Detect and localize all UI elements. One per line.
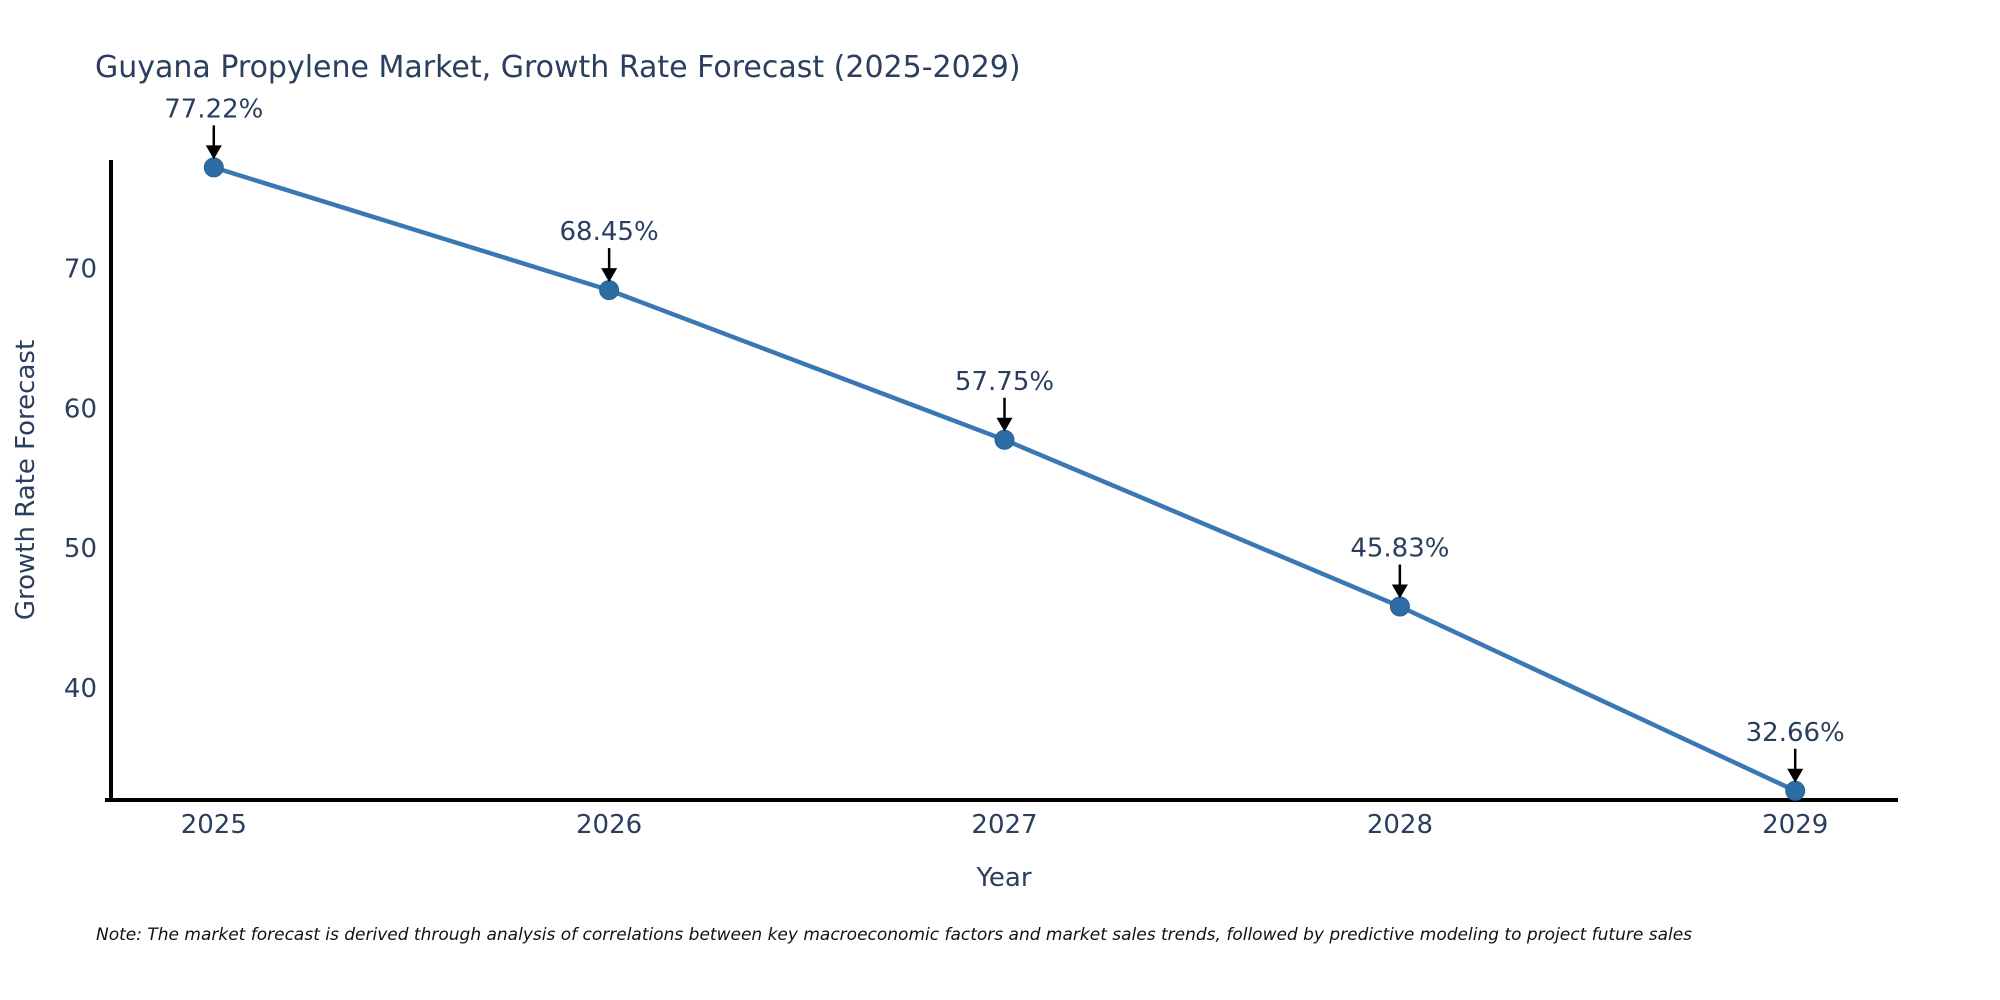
data-point-2027 (994, 429, 1015, 450)
line-series (203, 157, 1806, 801)
y-axis-title: Growth Rate Forecast (11, 340, 41, 620)
x-tick-label-2027: 2027 (971, 810, 1037, 840)
data-point-2029 (1785, 780, 1806, 801)
point-label-2028: 45.83% (1350, 534, 1449, 564)
trend-line (211, 165, 1798, 794)
x-tick-label-2029: 2029 (1762, 810, 1828, 840)
data-point-2026 (599, 280, 620, 301)
annotations: 77.22% 68.45% 57.75% 45.83% 32.66% (164, 94, 1845, 783)
data-point-2028 (1389, 596, 1410, 617)
chart-title: Guyana Propylene Market, Growth Rate For… (95, 50, 1021, 85)
x-tick-label-2026: 2026 (576, 810, 642, 840)
y-tick-label-70: 70 (64, 254, 97, 284)
data-point-2025 (203, 157, 224, 178)
y-tick-label-40: 40 (64, 674, 97, 704)
tick-labels: 2025 2026 2027 2028 2029 40 50 60 70 (64, 254, 1828, 840)
point-arrow-head-2027 (996, 417, 1013, 432)
point-label-2027: 57.75% (955, 367, 1054, 397)
x-axis-title: Year (975, 863, 1031, 893)
point-label-2025: 77.22% (164, 94, 263, 124)
point-arrow-head-2026 (601, 268, 618, 283)
footnote: Note: The market forecast is derived thr… (96, 925, 1692, 945)
y-tick-label-60: 60 (64, 394, 97, 424)
point-label-2026: 68.45% (560, 217, 659, 247)
x-tick-label-2025: 2025 (181, 810, 247, 840)
axes (105, 160, 1898, 802)
point-arrow-head-2028 (1391, 584, 1408, 599)
point-arrow-head-2029 (1787, 768, 1804, 783)
point-arrow-head-2025 (205, 145, 222, 160)
y-tick-label-50: 50 (64, 534, 97, 564)
x-tick-label-2028: 2028 (1367, 810, 1433, 840)
point-label-2029: 32.66% (1746, 718, 1845, 748)
